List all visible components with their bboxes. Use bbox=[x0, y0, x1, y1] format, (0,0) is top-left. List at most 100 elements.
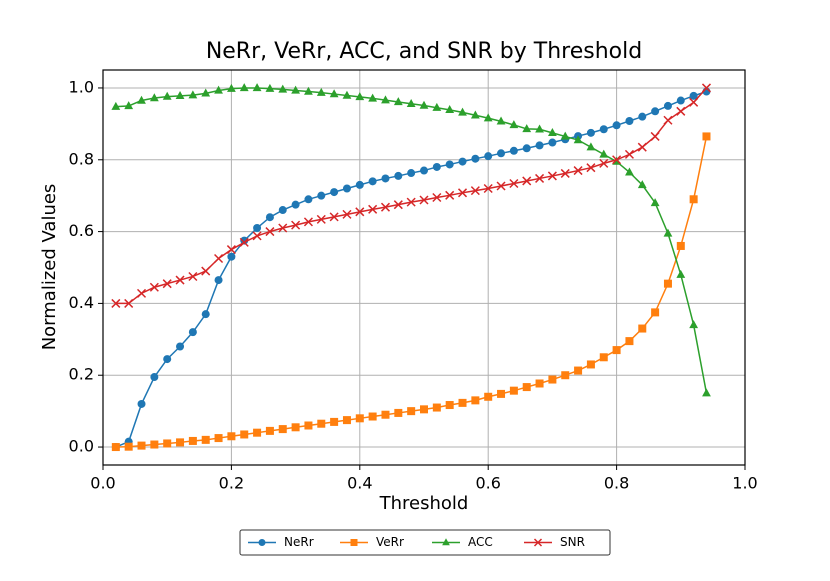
legend-label: ACC bbox=[468, 535, 493, 549]
marker bbox=[650, 198, 660, 207]
marker bbox=[484, 392, 493, 401]
marker bbox=[522, 176, 532, 186]
marker bbox=[637, 142, 647, 152]
marker bbox=[124, 442, 133, 451]
marker bbox=[240, 236, 249, 245]
marker bbox=[663, 279, 672, 288]
marker bbox=[624, 149, 634, 159]
marker bbox=[252, 83, 262, 92]
marker bbox=[342, 90, 352, 99]
marker bbox=[701, 83, 712, 93]
marker bbox=[509, 178, 519, 189]
marker bbox=[560, 131, 570, 140]
marker bbox=[278, 84, 288, 93]
marker bbox=[496, 116, 506, 125]
marker bbox=[163, 439, 172, 448]
plot-area bbox=[111, 83, 712, 452]
marker bbox=[253, 428, 262, 437]
marker bbox=[291, 423, 300, 432]
marker bbox=[149, 93, 159, 102]
marker bbox=[599, 149, 609, 158]
marker bbox=[368, 177, 377, 186]
marker bbox=[137, 95, 146, 104]
marker bbox=[470, 110, 480, 119]
marker bbox=[625, 116, 634, 125]
marker bbox=[599, 125, 608, 134]
marker bbox=[689, 97, 699, 107]
series-line bbox=[115, 136, 708, 448]
marker bbox=[406, 98, 416, 107]
legend: NeRr VeRr ACC SNR bbox=[239, 529, 611, 556]
marker bbox=[355, 207, 365, 217]
marker bbox=[317, 419, 326, 428]
y-tick-label: 0.6 bbox=[69, 221, 94, 240]
marker bbox=[150, 373, 159, 382]
marker bbox=[432, 102, 442, 111]
marker bbox=[188, 436, 197, 445]
marker bbox=[316, 87, 326, 96]
marker bbox=[484, 152, 493, 161]
marker bbox=[420, 166, 428, 175]
series-line bbox=[115, 87, 708, 305]
marker bbox=[342, 184, 351, 193]
marker bbox=[560, 168, 570, 178]
marker bbox=[111, 298, 121, 308]
marker bbox=[291, 85, 300, 94]
marker bbox=[136, 288, 147, 298]
marker bbox=[676, 106, 686, 116]
marker bbox=[258, 539, 266, 546]
marker bbox=[458, 398, 467, 407]
marker bbox=[574, 366, 583, 375]
marker bbox=[432, 162, 441, 171]
marker bbox=[676, 96, 685, 105]
legend-label: NeRr bbox=[284, 535, 314, 549]
marker bbox=[522, 124, 532, 133]
marker bbox=[355, 180, 364, 189]
marker bbox=[214, 85, 223, 94]
marker bbox=[265, 213, 274, 222]
marker bbox=[201, 88, 211, 97]
marker bbox=[612, 346, 621, 355]
marker bbox=[689, 320, 699, 329]
marker bbox=[471, 396, 480, 405]
marker bbox=[483, 183, 493, 194]
marker bbox=[162, 91, 172, 100]
marker bbox=[227, 252, 236, 261]
marker bbox=[650, 131, 660, 141]
legend-label: SNR bbox=[560, 535, 585, 549]
x-tick-label: 0.6 bbox=[475, 474, 500, 493]
marker bbox=[419, 100, 429, 109]
marker bbox=[201, 266, 211, 276]
marker bbox=[470, 186, 480, 196]
marker bbox=[548, 375, 557, 384]
legend-box bbox=[239, 529, 611, 556]
marker bbox=[239, 83, 249, 92]
marker bbox=[535, 379, 544, 388]
marker bbox=[561, 371, 570, 380]
marker bbox=[265, 426, 274, 435]
marker bbox=[625, 167, 634, 176]
marker bbox=[407, 169, 416, 178]
marker bbox=[509, 120, 519, 129]
marker bbox=[458, 157, 467, 166]
marker bbox=[445, 160, 454, 169]
marker bbox=[612, 121, 621, 130]
marker bbox=[419, 195, 429, 205]
marker bbox=[432, 403, 441, 412]
marker bbox=[188, 328, 197, 337]
marker bbox=[432, 192, 442, 203]
marker bbox=[278, 223, 288, 233]
marker bbox=[394, 408, 403, 417]
marker bbox=[638, 112, 647, 121]
y-tick-label: 0.4 bbox=[69, 293, 94, 312]
marker bbox=[573, 166, 583, 176]
marker bbox=[111, 443, 120, 452]
marker bbox=[368, 93, 378, 102]
marker bbox=[316, 214, 326, 224]
marker bbox=[368, 204, 378, 214]
marker bbox=[176, 342, 185, 351]
marker bbox=[689, 195, 698, 204]
marker bbox=[176, 438, 185, 447]
marker bbox=[350, 539, 358, 546]
marker bbox=[150, 440, 159, 449]
